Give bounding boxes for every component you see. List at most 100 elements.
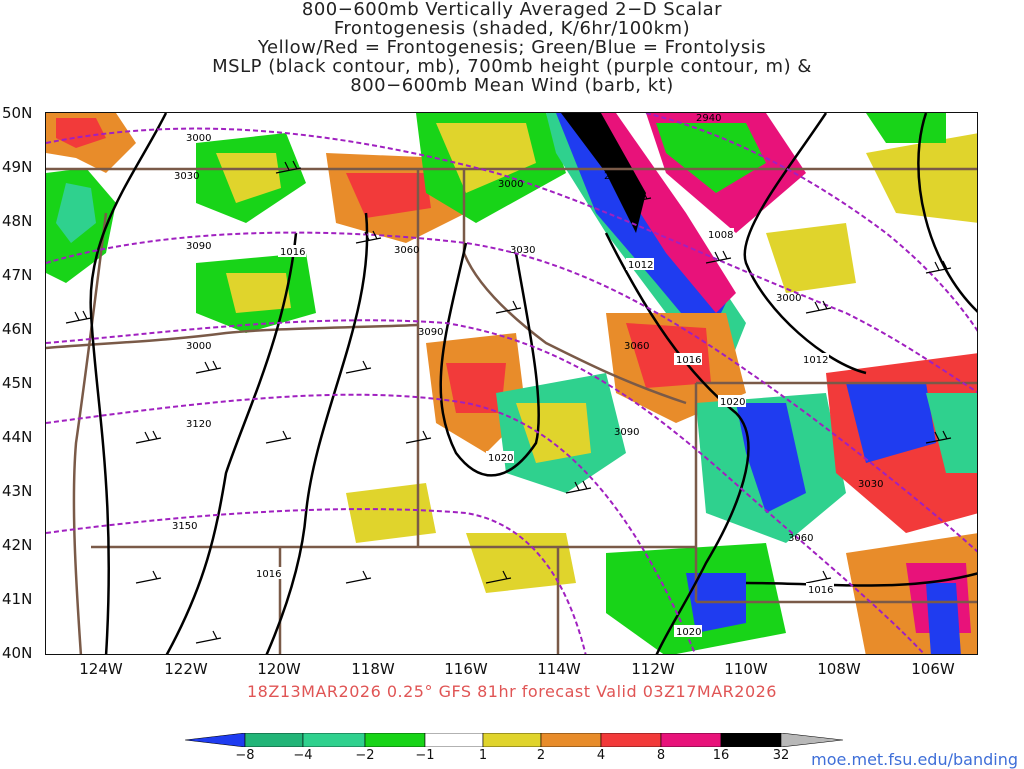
- shade-blob: [466, 533, 576, 593]
- wind-barb: [135, 570, 162, 584]
- lon-label: 124W: [79, 660, 123, 678]
- lon-label: 106W: [911, 660, 955, 678]
- lat-label: 45N: [2, 374, 33, 392]
- colorbar-swatch: [780, 733, 844, 747]
- wind-barb: [405, 430, 432, 444]
- colorbar-swatch: [244, 733, 304, 747]
- height-label: 3060: [394, 245, 419, 256]
- shade-blob: [346, 483, 436, 543]
- shade-blob: [226, 273, 291, 313]
- mslp-label: 1020: [488, 453, 513, 464]
- wind-barb: [485, 570, 512, 584]
- mslp-label: 1016: [676, 355, 701, 366]
- height-label: 2970: [604, 171, 629, 182]
- wind-barb: [565, 480, 592, 494]
- shade-blob: [446, 363, 506, 413]
- mslp-label: 1016: [256, 569, 281, 580]
- colorbar-swatch: [540, 733, 602, 747]
- border-line: [46, 323, 419, 350]
- colorbar-label: 32: [772, 748, 790, 763]
- colorbar: [185, 733, 844, 747]
- lon-label: 112W: [631, 660, 675, 678]
- height-label: 3060: [788, 533, 813, 544]
- shade-blob: [56, 183, 96, 243]
- lat-label: 49N: [2, 158, 33, 176]
- height-label: 3090: [418, 327, 443, 338]
- frontogenesis-shading: [46, 113, 977, 654]
- colorbar-swatch: [302, 733, 366, 747]
- source-credit-link[interactable]: moe.met.fsu.edu/banding: [811, 750, 1018, 769]
- height-label: 3000: [498, 179, 523, 190]
- height-contour: [46, 393, 697, 654]
- colorbar-swatch: [720, 733, 782, 747]
- shade-blob: [56, 118, 106, 148]
- colorbar-swatch: [482, 733, 542, 747]
- contour-labels: 1016 1016 1008 1012 1012 1016 1016 1020 …: [172, 113, 883, 638]
- map-panel: 1016 1016 1008 1012 1012 1016 1016 1020 …: [45, 112, 978, 655]
- colorbar-label: 1: [478, 748, 488, 763]
- mslp-contour: [265, 212, 369, 654]
- mslp-contour: [89, 113, 168, 654]
- shade-blob: [846, 383, 936, 463]
- shade-blob: [766, 223, 856, 293]
- wind-barb: [345, 570, 372, 584]
- colorbar-swatch: [660, 733, 722, 747]
- colorbar-swatch: [424, 733, 484, 747]
- lon-label: 118W: [351, 660, 395, 678]
- mslp-label: 1016: [808, 585, 833, 596]
- height-contours: [46, 113, 977, 654]
- wind-barb: [345, 360, 372, 374]
- mslp-contour: [604, 232, 750, 654]
- title-line-2: Frontogenesis (shaded, K/6hr/100km): [333, 18, 691, 39]
- height-label: 3090: [186, 241, 211, 252]
- colorbar-swatch: [364, 733, 426, 747]
- lat-label: 48N: [2, 212, 33, 230]
- border-line: [462, 252, 687, 405]
- lon-label: 120W: [257, 660, 301, 678]
- title-line-1: 800−600mb Vertically Averaged 2−D Scalar: [301, 0, 723, 20]
- colorbar-label: −4: [293, 748, 313, 763]
- mslp-label: 1016: [280, 247, 305, 258]
- shade-blob: [926, 583, 961, 654]
- map-title: 800−600mb Vertically Averaged 2−D Scalar…: [0, 0, 1024, 95]
- height-contour: [46, 508, 587, 654]
- border-line: [72, 212, 108, 654]
- wind-barb: [275, 160, 302, 174]
- shade-blob: [866, 133, 977, 223]
- shade-blob: [736, 403, 806, 513]
- colorbar-label: 8: [656, 748, 666, 763]
- wind-barb: [805, 300, 832, 314]
- colorbar-label: −2: [355, 748, 375, 763]
- mslp-label: 1012: [803, 355, 828, 366]
- lat-label: 43N: [2, 482, 33, 500]
- mslp-label: 1020: [676, 627, 701, 638]
- lon-label: 108W: [817, 660, 861, 678]
- height-contour: [46, 127, 977, 393]
- lat-label: 50N: [2, 104, 33, 122]
- lat-label: 42N: [2, 536, 33, 554]
- title-line-3: Yellow/Red = Frontogenesis; Green/Blue =…: [257, 37, 767, 58]
- mslp-contour: [165, 232, 298, 654]
- wind-barb: [195, 360, 222, 374]
- title-line-4: MSLP (black contour, mb), 700mb height (…: [212, 56, 812, 77]
- colorbar-label: 16: [712, 748, 730, 763]
- lon-label: 110W: [724, 660, 768, 678]
- colorbar-label: −8: [235, 748, 255, 763]
- state-borders: [46, 167, 977, 654]
- wind-barb: [925, 430, 952, 444]
- wind-barb: [65, 310, 92, 324]
- height-label: 3000: [776, 293, 801, 304]
- height-label: 3030: [174, 171, 199, 182]
- height-label: 3000: [186, 133, 211, 144]
- mslp-contour: [917, 113, 977, 313]
- height-label: 3150: [172, 521, 197, 532]
- colorbar-swatch: [600, 733, 662, 747]
- shade-blob: [436, 123, 536, 193]
- shade-blob: [516, 403, 591, 463]
- lat-label: 47N: [2, 266, 33, 284]
- height-label: 3000: [186, 341, 211, 352]
- colorbar-swatch: [185, 733, 246, 747]
- colorbar-label: −1: [415, 748, 435, 763]
- wind-barb: [265, 430, 292, 444]
- lat-label: 44N: [2, 428, 33, 446]
